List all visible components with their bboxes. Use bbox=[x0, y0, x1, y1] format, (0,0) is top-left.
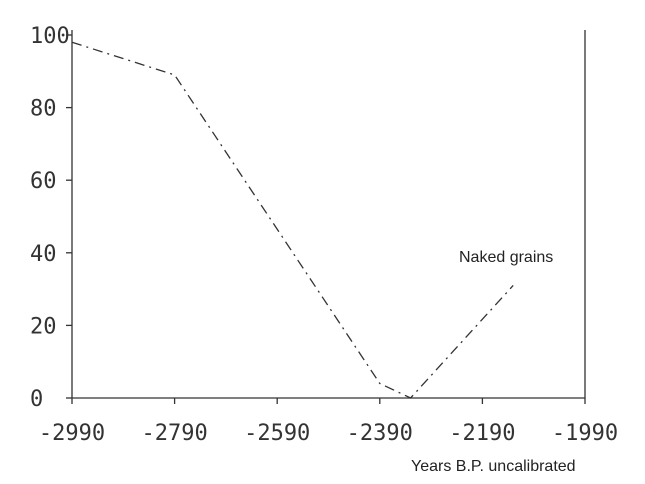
x-tick-label: -2990 bbox=[39, 421, 105, 446]
x-tick-label: -2190 bbox=[449, 421, 515, 446]
x-tick-label: -1990 bbox=[552, 421, 618, 446]
x-ticks: -2990 -2790 -2590 -2390 -2190 -1990 bbox=[39, 398, 618, 446]
y-tick-label: 20 bbox=[30, 314, 57, 339]
x-tick-label: -2790 bbox=[141, 421, 207, 446]
plot-frame bbox=[71, 30, 586, 399]
y-tick-label: 0 bbox=[30, 387, 43, 412]
series-label: Naked grains bbox=[459, 249, 553, 266]
y-tick-label: 60 bbox=[30, 169, 57, 194]
x-tick-label: -2390 bbox=[347, 421, 413, 446]
y-tick-label: 100 bbox=[30, 24, 70, 49]
y-ticks: 100 80 60 40 20 0 bbox=[30, 24, 72, 412]
y-tick-label: 40 bbox=[30, 242, 57, 267]
series-layer bbox=[71, 41, 514, 399]
x-axis-label: Years B.P. uncalibrated bbox=[411, 458, 576, 475]
y-tick-label: 80 bbox=[30, 97, 57, 122]
x-tick-label: -2590 bbox=[244, 421, 310, 446]
series-line bbox=[71, 41, 514, 399]
